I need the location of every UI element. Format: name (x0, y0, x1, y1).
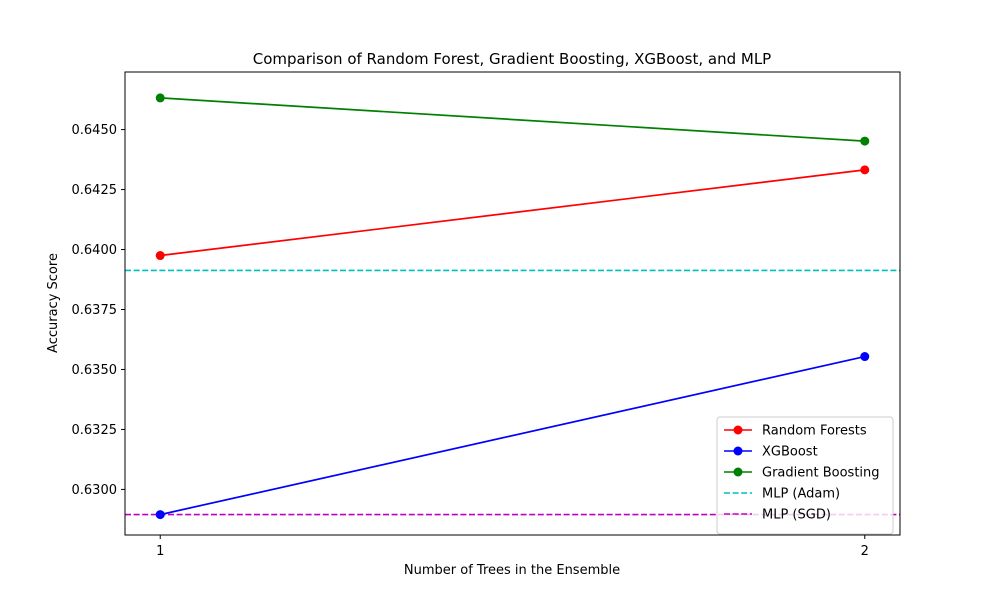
y-tick-label: 0.6350 (72, 363, 118, 378)
gradient-boosting-point (155, 93, 165, 103)
y-tick-label: 0.6300 (72, 483, 118, 498)
chart-title: Comparison of Random Forest, Gradient Bo… (253, 50, 771, 68)
legend-label-xgboost: XGBoost (762, 445, 818, 460)
legend-marker-random-forests (733, 425, 743, 435)
axes-frame (124, 71, 901, 536)
x-tick-label: 1 (156, 544, 164, 559)
y-tick-label: 0.6400 (72, 243, 118, 258)
y-tick-label: 0.6325 (72, 423, 118, 438)
legend-box (716, 416, 894, 535)
gradient-boosting-line (160, 97, 865, 142)
gradient-boosting-point (860, 136, 870, 146)
random-forests-point (860, 165, 870, 175)
y-axis-label: Accuracy Score (46, 253, 61, 353)
legend-label-random-forests: Random Forests (762, 424, 867, 439)
y-tick-label: 0.6450 (72, 123, 118, 138)
legend-label-gradient-boosting: Gradient Boosting (762, 466, 880, 481)
xgboost-line (160, 355, 865, 516)
xgboost-point (155, 510, 165, 520)
legend: Random Forests XGBoost Gradient Boosting ML… (716, 416, 894, 535)
x-axis-label: Number of Trees in the Ensemble (404, 563, 620, 578)
random-forests-point (155, 251, 165, 261)
legend-marker-xgboost (733, 446, 743, 456)
y-tick-label: 0.6425 (72, 183, 118, 198)
x-tick-label: 2 (861, 544, 869, 559)
xgboost-point (860, 352, 870, 362)
legend-label-mlp-adam: MLP (Adam) (762, 487, 840, 502)
random-forests-line (160, 169, 865, 257)
legend-marker-gradient-boosting (733, 467, 743, 477)
y-tick-label: 0.6375 (72, 303, 118, 318)
legend-label-mlp-sgd: MLP (SGD) (762, 508, 831, 523)
